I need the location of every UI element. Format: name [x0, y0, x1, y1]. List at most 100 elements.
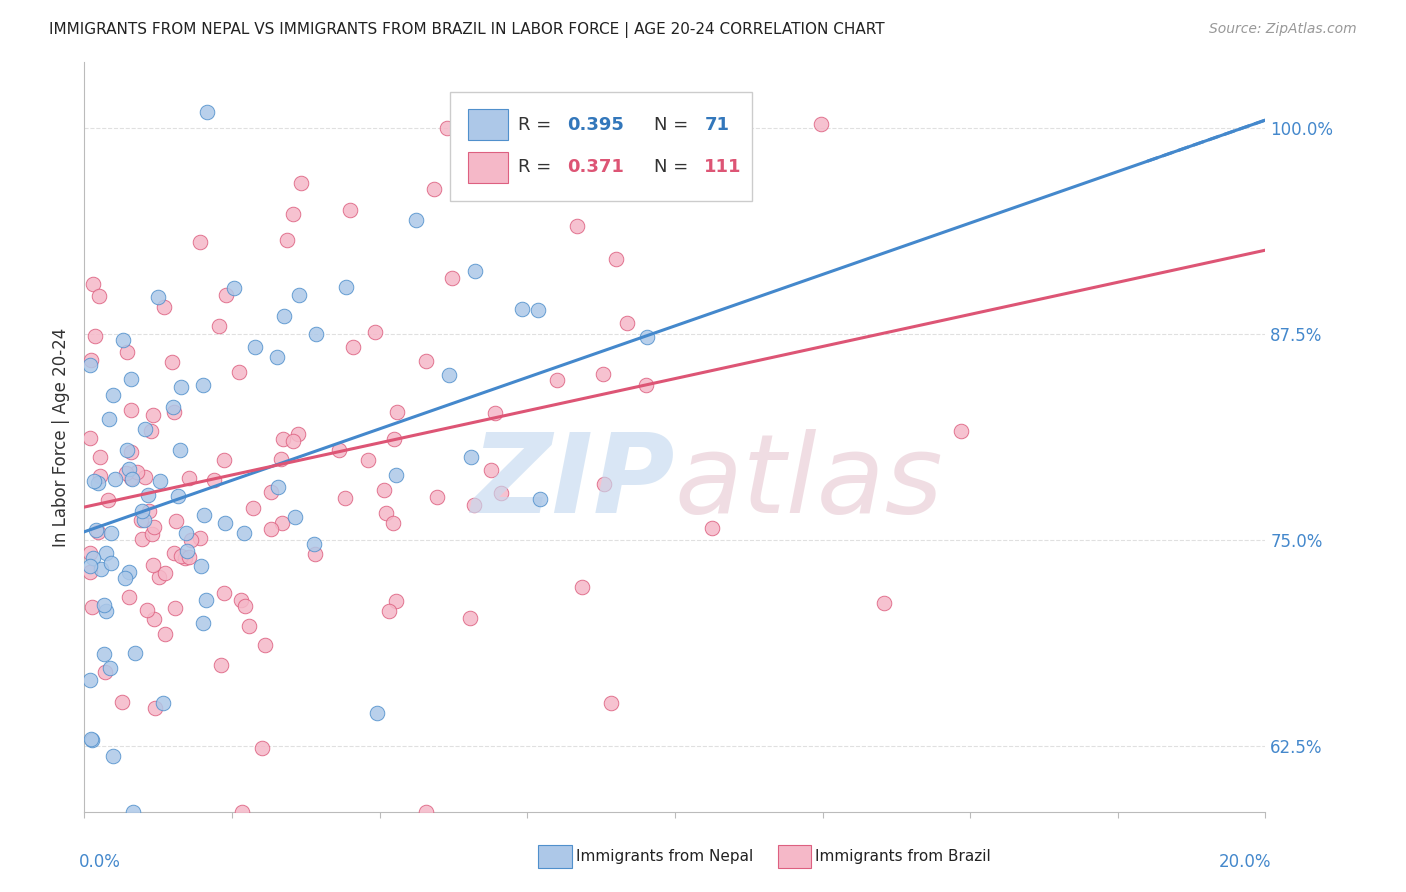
Point [96, 604, 118, 618]
Text: Immigrants from Nepal: Immigrants from Nepal [576, 849, 754, 863]
Point [229, 592, 252, 607]
Point [593, 477, 616, 491]
Point [104, 472, 127, 486]
Point [117, 344, 139, 359]
Text: atlas: atlas [675, 428, 943, 535]
Point [90, 562, 112, 576]
Point [281, 434, 304, 449]
Point [284, 510, 307, 524]
Point [193, 508, 215, 522]
Point [121, 472, 143, 486]
Point [270, 452, 292, 467]
Point [93, 647, 115, 661]
Point [592, 367, 614, 381]
Point [141, 527, 163, 541]
Point [245, 340, 267, 354]
Point [120, 402, 142, 417]
Point [231, 805, 253, 819]
Point [97, 493, 120, 508]
Point [600, 697, 623, 711]
Point [195, 104, 218, 119]
Point [170, 380, 193, 394]
Point [335, 491, 357, 506]
Point [87, 524, 110, 539]
Point [437, 368, 460, 382]
Point [121, 372, 143, 386]
Point [616, 316, 638, 330]
Point [605, 252, 627, 266]
Point [162, 546, 184, 560]
Point [167, 490, 190, 504]
Point [191, 377, 214, 392]
Point [305, 326, 328, 341]
Point [127, 465, 149, 479]
Point [339, 202, 361, 217]
Point [132, 513, 155, 527]
Point [115, 467, 138, 481]
Point [440, 271, 463, 285]
Point [385, 594, 408, 608]
Point [335, 279, 357, 293]
Point [153, 627, 176, 641]
Point [260, 484, 283, 499]
Point [458, 610, 481, 624]
Point [302, 537, 325, 551]
Point [194, 593, 217, 607]
Point [115, 442, 138, 457]
Point [270, 516, 292, 531]
Point [873, 596, 896, 610]
Point [190, 532, 212, 546]
Point [79, 546, 101, 560]
Point [79, 358, 101, 372]
Text: N =: N = [654, 116, 693, 134]
Point [120, 470, 142, 484]
Point [86, 523, 108, 537]
Point [142, 558, 165, 572]
Point [215, 288, 238, 302]
Point [202, 473, 225, 487]
Point [84, 329, 107, 343]
Point [83, 474, 105, 488]
Point [254, 638, 277, 652]
Point [79, 565, 101, 579]
Point [382, 516, 405, 530]
Point [290, 176, 312, 190]
Text: R =: R = [517, 116, 557, 134]
Point [169, 549, 191, 563]
Point [79, 731, 101, 746]
Text: 71: 71 [704, 116, 730, 134]
Point [385, 467, 408, 482]
Point [546, 373, 568, 387]
Point [179, 550, 201, 565]
Point [529, 491, 551, 506]
Point [463, 498, 485, 512]
Text: 0.0%: 0.0% [79, 853, 121, 871]
Point [273, 309, 295, 323]
Point [491, 486, 513, 500]
Point [100, 556, 122, 570]
Point [426, 490, 449, 504]
Point [122, 805, 145, 819]
Point [86, 476, 108, 491]
Point [176, 544, 198, 558]
Point [242, 500, 264, 515]
Point [93, 599, 115, 613]
Point [89, 468, 111, 483]
Point [100, 526, 122, 541]
Point [382, 433, 405, 447]
Point [364, 325, 387, 339]
Point [260, 522, 283, 536]
Point [146, 290, 169, 304]
Point [142, 612, 165, 626]
Point [177, 471, 200, 485]
Point [342, 340, 364, 354]
Point [82, 599, 104, 614]
Point [567, 219, 589, 234]
Point [190, 235, 212, 249]
Point [273, 432, 295, 446]
Point [464, 264, 486, 278]
Point [233, 599, 256, 614]
Point [276, 233, 298, 247]
Point [405, 212, 427, 227]
Point [139, 424, 162, 438]
